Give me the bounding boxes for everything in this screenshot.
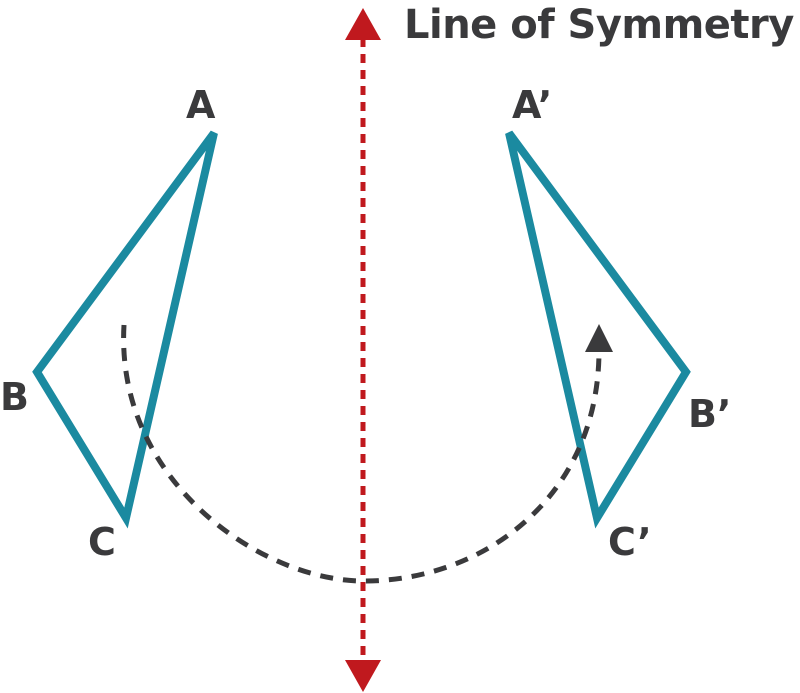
triangle-abc [32,130,218,529]
arc-arrowhead-icon [585,324,613,352]
vertex-label-a: A [186,83,216,127]
vertex-label-b: B [0,375,29,419]
axis-bottom-arrowhead-icon [345,660,381,692]
vertex-label-b-prime: B’ [688,392,732,436]
axis-top-arrowhead-icon [345,8,381,40]
vertex-label-c: C [88,520,116,564]
reflection-arc [121,324,602,584]
vertex-label-a-prime: A’ [512,83,553,127]
triangle-a-prime-b-prime-c-prime [505,130,691,529]
line-of-symmetry-title: Line of Symmetry [404,2,794,48]
vertex-label-c-prime: C’ [608,520,652,564]
